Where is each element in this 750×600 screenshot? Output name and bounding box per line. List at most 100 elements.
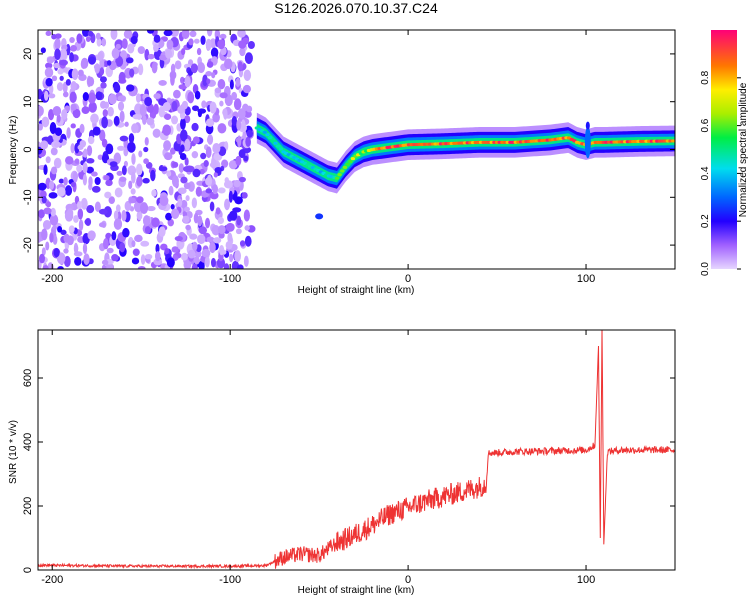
noise-blob [42,219,52,230]
noise-blob [80,59,87,69]
noise-blob [49,214,59,226]
noise-blob [169,147,176,155]
noise-blob [73,215,79,223]
noise-blob [163,30,173,37]
noise-blob [137,63,144,76]
noise-blob [165,212,173,221]
noise-blob [109,161,118,168]
noise-blob [197,215,203,227]
noise-blob [153,258,163,266]
noise-blob [205,177,212,186]
noise-blob [184,75,191,88]
noise-blob [215,207,221,215]
noise-blob [237,135,242,148]
noise-blob [83,253,90,265]
noise-blob [142,177,150,184]
noise-blob [72,171,78,183]
noise-blob [237,108,246,119]
noise-blob [202,74,208,87]
noise-blob [130,35,138,45]
noise-blob [198,226,208,235]
noise-blob [158,166,168,172]
ridge-spike [584,126,591,159]
ridge-fragment [315,213,324,220]
x-tick-label: 0 [405,273,411,285]
noise-blob [82,174,88,186]
noise-blob [113,83,121,94]
noise-blob [163,140,172,151]
noise-blob [125,57,134,64]
noise-blob [182,215,190,224]
noise-blob [43,164,48,176]
noise-blob [44,67,54,78]
colorbar-gradient [711,30,737,269]
noise-blob [223,108,228,120]
x-tick-label: 0 [405,574,411,586]
noise-blob [57,266,64,269]
noise-blob [70,123,76,129]
noise-blob [192,105,200,112]
noise-blob [166,39,174,50]
noise-blob [123,160,128,168]
noise-blob [184,138,191,151]
noise-blob [49,180,55,190]
ridge-core [340,169,345,173]
noise-blob [70,45,78,52]
noise-blob [206,61,214,68]
noise-blob [49,122,57,134]
snr-frame [37,329,676,571]
noise-blob [40,140,49,150]
noise-blob [146,30,155,34]
noise-blob [87,230,96,241]
noise-blob [231,91,238,101]
noise-blob [127,43,135,54]
noise-blob [191,151,199,159]
noise-blob [122,227,130,238]
ridge-core [334,176,340,180]
noise-blob [142,114,147,125]
noise-blob [150,169,156,182]
noise-blob [228,160,238,170]
noise-blob [97,51,104,62]
noise-blob [153,43,159,52]
ridge-core [276,144,281,148]
noise-blob [137,265,146,269]
noise-blob [219,100,224,107]
noise-blob [74,158,80,164]
noise-blob [41,116,50,128]
spectrogram-x-label: Height of straight line (km) [298,285,415,296]
noise-blob [51,75,58,82]
noise-blob [239,240,246,247]
noise-blob [158,80,167,86]
noise-blob [236,215,242,226]
noise-blob [234,250,241,262]
noise-blob [140,240,150,247]
y-tick-label: -20 [22,237,34,253]
noise-blob [131,171,136,184]
noise-blob [86,166,94,174]
noise-blob [42,265,49,269]
colorbar-tick-label: 0.8 [700,70,711,84]
noise-blob [40,47,46,54]
noise-blob [52,235,58,245]
noise-blob [189,233,198,240]
noise-blob [70,143,75,154]
noise-blob [76,201,83,210]
noise-blob [191,263,198,269]
noise-blob [103,175,110,181]
noise-blob [82,162,88,174]
noise-blob [237,264,244,269]
noise-blob [210,47,219,58]
noise-blob [115,204,121,213]
noise-blob [69,91,77,103]
noise-blob [143,146,149,153]
noise-blob [240,119,246,131]
snr-series-line [38,330,675,570]
noise-blob [158,106,165,118]
noise-blob [113,218,123,230]
noise-blob [171,175,179,188]
noise-blob [105,143,114,155]
noise-blob [180,199,188,209]
ridge-core [671,139,675,143]
noise-blob [171,246,179,253]
